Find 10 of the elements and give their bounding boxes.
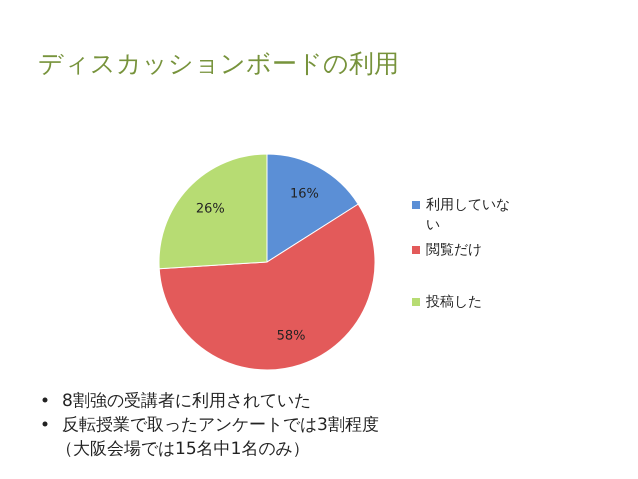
text: （大阪会場では15名中1名のみ） (56, 439, 310, 459)
text: 8割強の受講者に利用されていた (62, 391, 311, 411)
data-label: 16% (290, 186, 319, 202)
chart-title: ディスカッションボードの利用 (38, 49, 399, 78)
data-label: 26% (196, 201, 225, 216)
legend-label: 閲覧だけ (426, 242, 482, 258)
legend-label: 利用していない (426, 197, 510, 233)
text: 反転授業で取ったアンケートでは3割程度 (62, 415, 379, 435)
data-label: 58% (276, 328, 306, 344)
legend-label: 投稿した (425, 294, 482, 310)
